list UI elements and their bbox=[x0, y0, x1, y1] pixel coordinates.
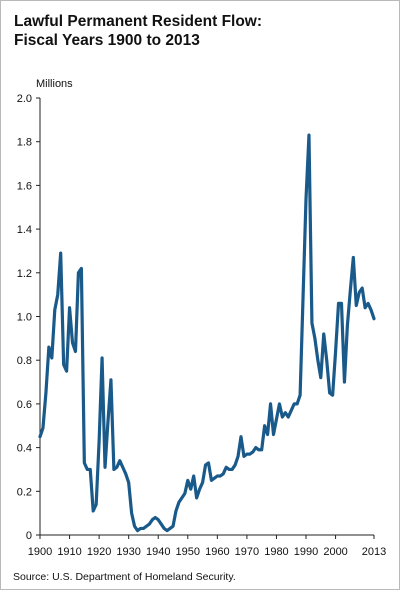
y-tick-label: 0.8 bbox=[17, 355, 32, 367]
y-tick-label: 0.4 bbox=[17, 443, 32, 455]
x-tick-label: 1950 bbox=[176, 546, 200, 558]
y-tick-label: 0.6 bbox=[17, 399, 32, 411]
series-line-lpr-flow bbox=[38, 133, 376, 533]
x-tick-label: 2000 bbox=[323, 546, 347, 558]
y-tick-label: 1.8 bbox=[17, 137, 32, 149]
x-tick-label: 1920 bbox=[87, 546, 111, 558]
x-tick-label: 1930 bbox=[116, 546, 140, 558]
y-tick-label: 0.2 bbox=[17, 486, 32, 498]
y-tick-label: 2.0 bbox=[17, 93, 32, 105]
x-tick-label: 1970 bbox=[235, 546, 259, 558]
x-tick-label: 1960 bbox=[205, 546, 229, 558]
source-note: Source: U.S. Department of Homeland Secu… bbox=[13, 571, 236, 583]
chart-title: Lawful Permanent Resident Flow: Fiscal Y… bbox=[14, 12, 384, 50]
x-tick-label: 2013 bbox=[362, 546, 386, 558]
y-tick-label: 1.0 bbox=[17, 312, 32, 324]
y-axis-ticks: 0 0.2 0.4 0.6 0.8 1.0 1.2 1.4 1.6 1.8 2.0 bbox=[17, 93, 40, 542]
chart-title-line-2: Fiscal Years 1900 to 2013 bbox=[14, 32, 200, 49]
y-tick-label: 1.2 bbox=[17, 268, 32, 280]
x-tick-label: 1980 bbox=[264, 546, 288, 558]
y-tick-label: 0 bbox=[26, 530, 32, 542]
x-tick-label: 1910 bbox=[57, 546, 81, 558]
x-tick-label: 1900 bbox=[28, 546, 52, 558]
chart-title-line-1: Lawful Permanent Resident Flow: bbox=[14, 13, 263, 30]
x-tick-label: 1990 bbox=[294, 546, 318, 558]
y-axis-unit-label: Millions bbox=[36, 78, 73, 90]
y-tick-label: 1.6 bbox=[17, 180, 32, 192]
y-tick-label: 1.4 bbox=[17, 224, 32, 236]
x-axis-ticks: 1900 1910 1920 1930 1940 1950 1960 1970 1980 1990… bbox=[28, 535, 386, 558]
x-tick-label: 1940 bbox=[146, 546, 170, 558]
